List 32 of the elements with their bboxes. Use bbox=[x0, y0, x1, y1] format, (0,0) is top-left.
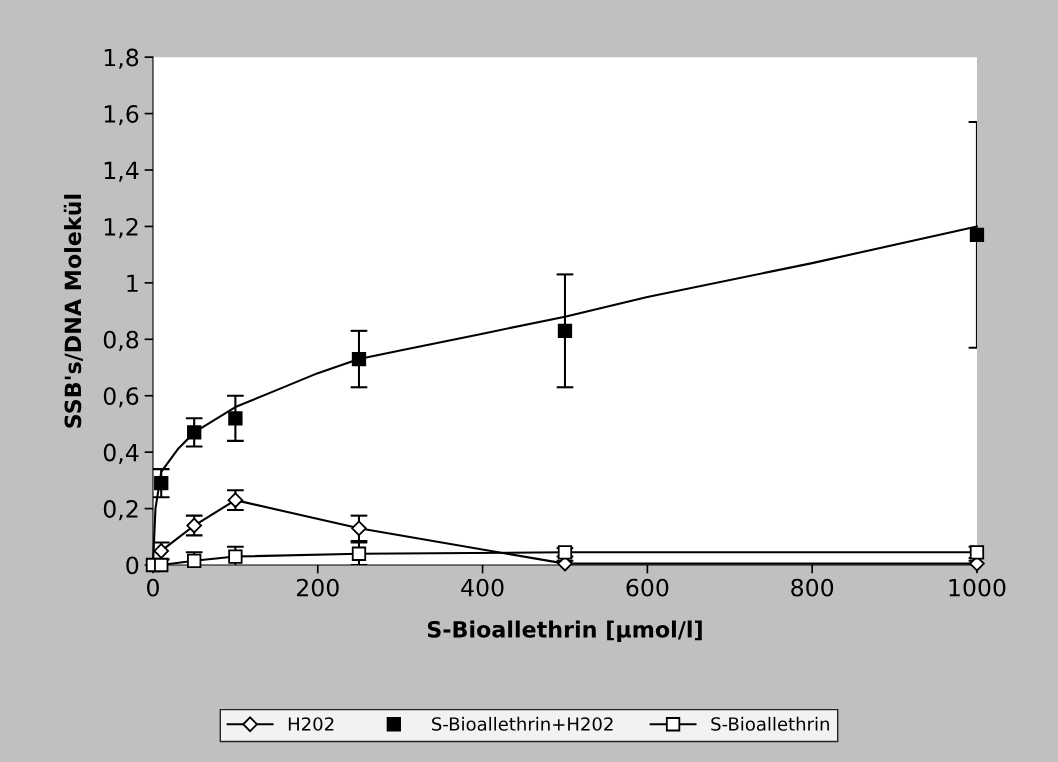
y-tick-label: 1,4 bbox=[104, 161, 139, 182]
x-tick-label: 0 bbox=[147, 578, 159, 597]
y-tick-label: 1 bbox=[127, 274, 138, 292]
point bbox=[154, 476, 169, 491]
point bbox=[557, 323, 573, 338]
x-tick-label: 600 bbox=[626, 578, 669, 597]
legend-label: H202 bbox=[288, 717, 334, 731]
x-tick-label: 800 bbox=[791, 578, 834, 597]
x-tick-label: 200 bbox=[296, 578, 339, 597]
y-tick-label: 0,4 bbox=[103, 443, 139, 464]
point bbox=[187, 425, 202, 440]
y-tick-label: 0,6 bbox=[103, 387, 139, 408]
point bbox=[351, 546, 367, 561]
x-tick-label: 400 bbox=[461, 578, 504, 597]
point bbox=[351, 520, 367, 537]
y-axis-title: SSB's/DNA Molekül bbox=[63, 194, 84, 428]
point bbox=[351, 351, 367, 367]
y-tick-label: 0,8 bbox=[103, 330, 139, 352]
y-tick-label: 1,8 bbox=[104, 48, 139, 69]
point bbox=[227, 492, 244, 508]
point bbox=[969, 545, 985, 560]
legend-label: S-Bioallethrin+H202 bbox=[432, 716, 613, 731]
y-tick-label: 0,2 bbox=[103, 500, 138, 521]
y-tick-label: 1,6 bbox=[104, 105, 139, 126]
x-tick-label: 1000 bbox=[949, 578, 1006, 597]
point bbox=[969, 227, 985, 243]
point bbox=[228, 411, 243, 426]
legend-label: S-Bioallethrin bbox=[711, 716, 829, 731]
y-tick-label: 0 bbox=[126, 556, 139, 575]
y-tick-label: 1,2 bbox=[104, 217, 138, 239]
x-axis-title: S-Bioallethrin [µmol/l] bbox=[427, 620, 702, 643]
point bbox=[228, 549, 243, 564]
